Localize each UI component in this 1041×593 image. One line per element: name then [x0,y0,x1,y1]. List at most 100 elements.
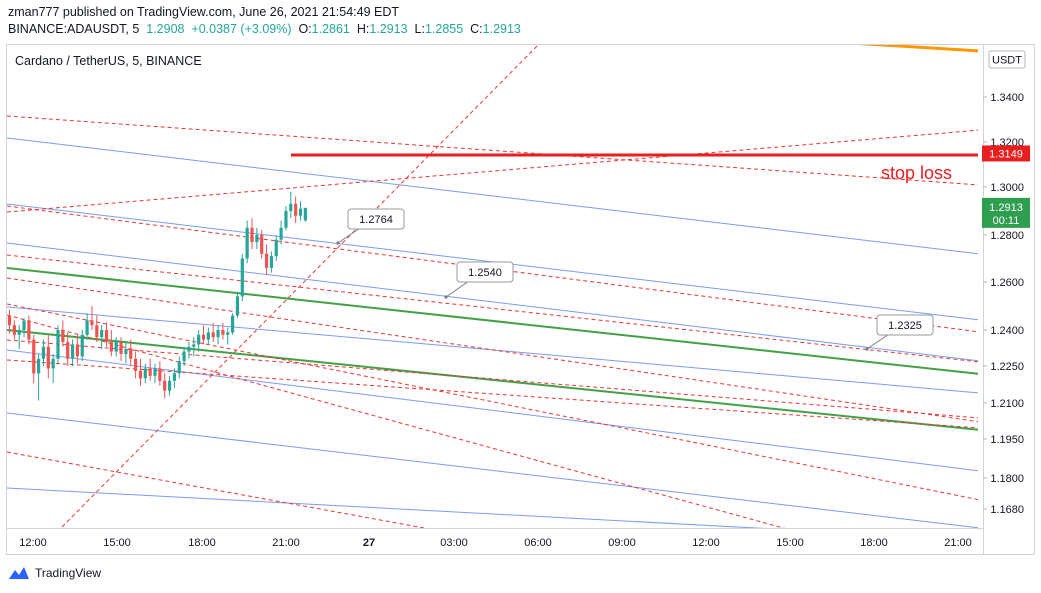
candle-body [51,358,55,369]
footer[interactable]: TradingView [8,566,101,580]
last-price-badge [982,197,1030,228]
candle-body [104,330,109,342]
candle-body [85,320,89,335]
callout-box [876,314,934,336]
x-tick-label: 12:00 [19,537,47,549]
trend-lines[interactable] [7,43,980,560]
y-tick-label: 1.1950 [990,434,1024,446]
last-price-label: 1.2913 [989,202,1023,214]
trend-line-blue[interactable] [7,412,980,528]
candle-body [221,330,225,335]
callout-label: 1.2325 [888,320,922,332]
candle-body [303,207,307,221]
candle-body [129,349,133,359]
candle-body [206,332,210,340]
candle-body [216,330,220,338]
candle-body [167,380,172,391]
open-value: 1.2861 [311,22,350,36]
trend-line-rdash[interactable] [7,277,980,423]
price-callout[interactable]: 1.2764 [336,208,405,245]
currency-badge[interactable] [988,50,1026,69]
callout-pointer [866,333,890,350]
candle-body [124,349,128,354]
candle-body [138,370,143,379]
trend-line-orange[interactable] [850,43,980,53]
trend-line-rdash[interactable] [7,314,900,560]
candle-body [201,334,206,340]
low-value: 1.2855 [424,22,464,36]
candle-body [177,361,181,374]
trend-line-rdash[interactable] [7,339,980,419]
trend-line-blue[interactable] [7,349,980,472]
candle-body [294,203,298,216]
y-tick-label: 1.2800 [990,230,1024,242]
candle-body [75,344,79,357]
candle-body [56,330,60,359]
candle-body [114,342,118,352]
trend-line-green[interactable] [7,267,980,375]
candles [7,191,307,401]
x-tick-label: 15:00 [103,537,131,549]
candle-body [284,211,288,228]
callout-anchor [444,295,448,299]
trend-line-rdash[interactable] [7,303,980,501]
candle-body [289,203,293,211]
candle-body [143,368,147,379]
candle-body [298,208,303,216]
candle-body [66,342,70,359]
stop-price-label: 1.3149 [989,148,1023,160]
x-tick-label: 09:00 [608,537,636,549]
trend-line-rdash[interactable] [61,45,539,528]
candle-body [264,253,269,268]
candle-body [172,373,176,381]
candle-body [32,339,36,374]
callout-pointer [337,227,361,244]
candle-body [27,320,31,340]
candle-body [187,346,191,352]
trend-line-rdash[interactable] [7,451,600,560]
candle-body [197,334,201,345]
candle-body [158,368,162,381]
y-tick-label: 1.1800 [990,473,1024,485]
x-tick-label: 18:00 [860,537,888,549]
candle-body [22,320,26,330]
currency-label: USDT [992,55,1022,67]
callout-anchor [865,347,869,351]
trend-line-blue[interactable] [7,487,980,540]
candle-body [46,346,50,369]
candle-body [279,227,283,240]
trend-line-rdash[interactable] [7,254,980,363]
y-tick-label: 1.1680 [990,504,1024,516]
candle-body [37,358,41,374]
trend-line-rdash[interactable] [7,129,980,213]
chart-title: Cardano / TetherUS, 5, BINANCE [15,54,202,68]
x-tick-label: 12:00 [692,537,720,549]
y-tick-label: 1.2600 [990,277,1024,289]
axes: 1.34001.32001.30001.28001.26001.24001.22… [7,45,1030,555]
y-tick-label: 1.3000 [990,182,1024,194]
callout-label: 1.2540 [468,267,502,279]
callout-anchor [336,241,340,245]
candle-body [250,227,254,243]
candle-body [109,342,113,352]
price-callout[interactable]: 1.2325 [865,314,934,351]
callout-box [347,208,405,230]
chart-frame[interactable] [6,44,1035,555]
candle-body [192,344,196,347]
candle-body [134,358,138,371]
trend-line-rdash[interactable] [7,115,980,186]
trend-line-rdash[interactable] [7,359,980,429]
candle-body [260,235,264,254]
x-tick-label: 06:00 [524,537,552,549]
candle-body [12,325,16,335]
price-change: +0.0387 (+3.09%) [191,22,292,36]
trend-line-green[interactable] [7,329,980,431]
y-tick-label: 1.2100 [990,398,1024,410]
annotations: 1.2764 1.2540 1.2325 [336,208,934,351]
trend-line-blue[interactable] [7,137,980,255]
callout-box [456,261,514,283]
symbol-ohlc-line: BINANCE:ADAUSDT, 5 1.2908 +0.0387 (+3.09… [8,22,521,36]
price-callout[interactable]: 1.2540 [444,261,514,299]
trend-line-blue[interactable] [7,242,980,362]
